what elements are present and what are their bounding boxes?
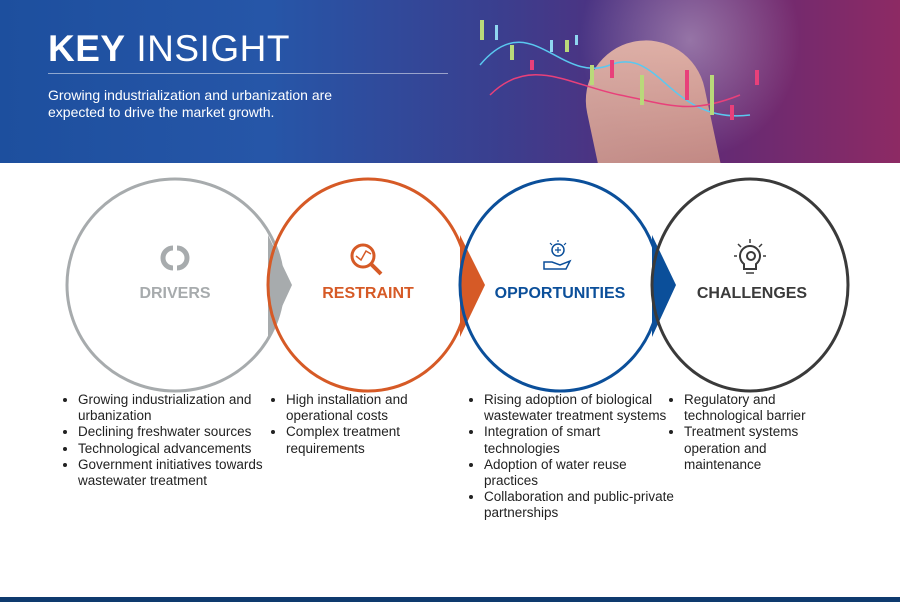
list-item: Collaboration and public-private partner… [484,489,674,521]
divider [48,73,448,74]
hero-banner: KEY INSIGHT Growing industrialization an… [0,0,900,163]
list-item: Government initiatives towards wastewate… [78,457,268,489]
drivers-arrow [268,235,292,337]
list-item: Declining freshwater sources [78,424,268,440]
bottom-bar [0,597,900,602]
opportunities-list: Rising adoption of biological wastewater… [470,392,674,522]
list-item: Growing industrialization and urbanizati… [78,392,268,424]
candlestick-chart-illustration [479,20,759,120]
page-title: KEY INSIGHT [48,28,290,69]
list-item: High installation and operational costs [286,392,476,424]
opportunities-label: OPPORTUNITIES [494,285,626,302]
challenges-list: Regulatory and technological barrier Tre… [670,392,844,473]
opportunities-arrow [652,235,676,337]
list-item: Complex treatment requirements [286,424,476,456]
challenges-label: CHALLENGES [696,285,808,302]
drivers-label: DRIVERS [139,285,211,302]
cycle-arrows-icon [160,245,190,271]
list-item: Rising adoption of biological wastewater… [484,392,674,424]
list-item: Adoption of water reuse practices [484,457,674,489]
hand-idea-icon [543,240,572,270]
list-item: Integration of smart technologies [484,424,674,456]
restraint-arrow [460,235,485,337]
list-item: Treatment systems operation and maintena… [684,424,844,473]
list-item: Regulatory and technological barrier [684,392,844,424]
subtitle: Growing industrialization and urbanizati… [48,87,333,120]
insight-circles [65,177,850,393]
list-item: Technological advancements [78,441,268,457]
magnifier-chart-icon [350,243,383,276]
restraint-list: High installation and operational costs … [272,392,476,457]
restraint-label: RESTRAINT [322,285,414,302]
drivers-list: Growing industrialization and urbanizati… [64,392,268,489]
challenges-circle [650,177,850,393]
lightbulb-gear-icon [734,239,766,274]
